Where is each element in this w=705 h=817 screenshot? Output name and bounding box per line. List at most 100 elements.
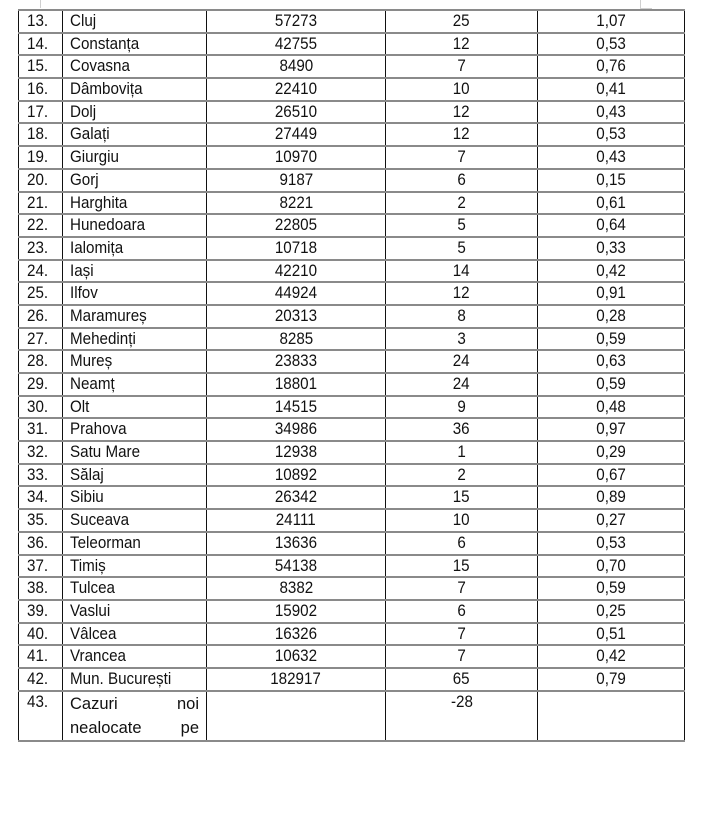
cases-value: 7 (457, 624, 466, 643)
population-value: 8221 (279, 193, 313, 212)
county-name-cell: Cluj (62, 9, 207, 34)
row-number: 27. (27, 329, 49, 348)
rate-value: 0,43 (596, 102, 626, 121)
population-value-cell: 10892 (206, 462, 386, 488)
population-value: 20313 (274, 306, 318, 325)
population-value: 16326 (274, 624, 318, 643)
population-value: 24111 (276, 511, 316, 530)
rate-value: 0,59 (596, 329, 626, 348)
rate-value: 0,67 (596, 465, 626, 484)
rate-value: 0,29 (596, 443, 626, 462)
county-name-cell: Hunedoara (62, 213, 207, 238)
county-name-cell: Mureș (62, 349, 207, 374)
rate-value: 0,43 (596, 148, 626, 167)
row-number: 43. (27, 692, 49, 711)
county-name: Ialomița (70, 238, 124, 257)
rate-value-cell: 0,15 (537, 167, 685, 193)
county-name-cell: Constanța (62, 31, 207, 57)
rate-value: 0,59 (596, 579, 626, 598)
cases-value-cell: 5 (385, 213, 538, 238)
population-value-cell: 22410 (206, 77, 386, 102)
county-name: Harghita (70, 193, 128, 212)
cases-value-cell: 7 (385, 54, 538, 80)
population-value: 54138 (274, 556, 318, 575)
rate-value: 0,53 (596, 34, 626, 53)
cases-value: 24 (453, 375, 470, 393)
cases-value: 5 (457, 238, 466, 257)
row-number-cell: 20. (18, 167, 63, 193)
cases-value: 7 (457, 57, 466, 76)
county-name: Mun. București (70, 669, 172, 688)
row-number: 24. (27, 261, 49, 280)
county-name-cell: Tulcea (62, 576, 207, 601)
rate-value: 0,64 (596, 216, 626, 235)
row-number-cell: 17. (18, 99, 63, 125)
population-value-cell: 26510 (206, 99, 386, 125)
cases-value: -28 (450, 692, 473, 711)
rate-value-cell: 0,76 (537, 54, 685, 80)
table-row: 13. Cluj 57273 25 1,07 (18, 9, 685, 34)
row-number-cell: 39. (18, 598, 63, 624)
rate-value: 0,63 (596, 352, 626, 371)
rate-value-cell: 0,61 (537, 190, 685, 216)
population-value-cell: 34986 (206, 417, 386, 443)
population-value: 42210 (274, 261, 318, 280)
population-value-cell: 9187 (206, 167, 386, 193)
county-name-cell: Ilfov (62, 281, 207, 306)
population-value-cell: 8490 (206, 54, 386, 80)
row-number: 16. (27, 80, 49, 99)
table-row: 21. Harghita 8221 2 0,61 (18, 190, 685, 216)
row-number-cell: 27. (18, 326, 63, 352)
cases-value-cell: 10 (385, 77, 538, 102)
county-name-cell: Covasna (62, 54, 207, 80)
cases-value: 12 (453, 125, 470, 144)
county-name: Covasna (70, 57, 130, 76)
population-value-cell: 57273 (206, 9, 386, 34)
rate-value-cell: 0,97 (537, 417, 685, 443)
row-number-cell: 30. (18, 394, 63, 420)
rate-value-cell: 0,29 (537, 440, 685, 465)
population-value: 22410 (274, 80, 318, 99)
cases-value-cell: 6 (385, 530, 538, 556)
population-value: 8285 (279, 329, 313, 348)
population-value: 10632 (274, 647, 318, 666)
cases-value-cell: 7 (385, 644, 538, 669)
county-name: Teleorman (70, 533, 141, 552)
cases-value: 65 (453, 669, 470, 688)
population-value: 18801 (274, 375, 318, 393)
row-number: 20. (27, 170, 49, 189)
county-name: Cazuri noi nealocate pe (70, 694, 199, 737)
population-value-cell (206, 689, 386, 742)
county-name-cell: Neamț (62, 372, 207, 397)
rate-value: 0,51 (596, 624, 626, 643)
county-name: Mureș (70, 352, 113, 371)
row-number: 39. (27, 601, 49, 620)
population-value-cell: 10718 (206, 235, 386, 261)
cases-value-cell: 12 (385, 31, 538, 57)
population-value-cell: 54138 (206, 553, 386, 579)
table-row: 27. Mehedinți 8285 3 0,59 (18, 326, 685, 352)
county-name-cell: Ialomița (62, 235, 207, 261)
cases-value: 12 (453, 284, 470, 303)
county-name: Prahova (70, 420, 127, 439)
population-value: 57273 (274, 12, 318, 30)
rate-value: 1,07 (596, 12, 626, 30)
population-value-cell: 22805 (206, 213, 386, 238)
county-name: Tulcea (70, 579, 116, 598)
row-number: 15. (27, 57, 49, 76)
table-row: 16. Dâmbovița 22410 10 0,41 (18, 77, 685, 102)
county-name: Mehedinți (70, 329, 136, 348)
row-number: 42. (27, 669, 49, 688)
county-name: Sibiu (70, 488, 104, 507)
population-value: 14515 (274, 397, 318, 416)
row-number-cell: 14. (18, 31, 63, 57)
cases-value: 2 (457, 193, 466, 212)
rate-value-cell: 0,28 (537, 303, 685, 329)
rate-value-cell: 0,64 (537, 213, 685, 238)
table-row: 43. Cazuri noi nealocate pe -28 (18, 689, 685, 742)
table-row: 34. Sibiu 26342 15 0,89 (18, 485, 685, 511)
county-name: Cluj (70, 12, 97, 30)
row-number-cell: 21. (18, 190, 63, 216)
table-row: 38. Tulcea 8382 7 0,59 (18, 576, 685, 601)
row-number-cell: 34. (18, 485, 63, 511)
